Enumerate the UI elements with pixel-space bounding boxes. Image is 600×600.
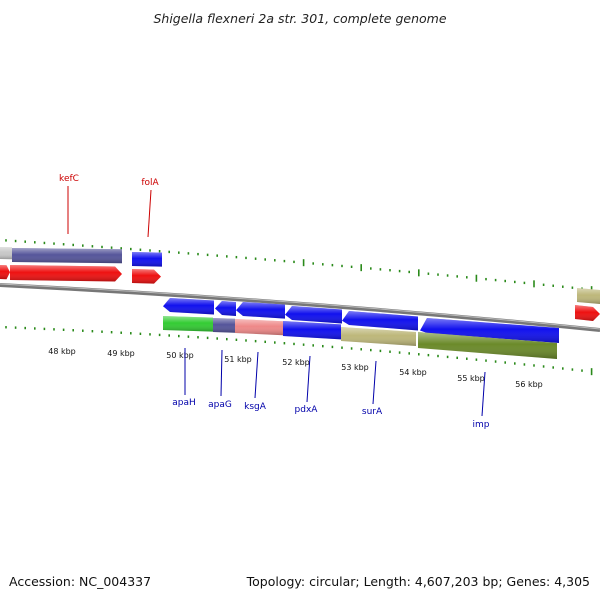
reverse-gene-pdxa-arrow-shading [285, 306, 342, 324]
reverse-cog-pdxa-shading [283, 321, 341, 340]
scale-label-54-kbp: 54 kbp [399, 368, 427, 377]
forward-gene-kefc-cog-shading [12, 248, 122, 264]
accession-text: Accession: NC_004337 [9, 574, 151, 589]
reverse-gene-ksga-arrow-shading [236, 302, 285, 319]
gene-label-pdxa[interactable]: pdxA [295, 405, 319, 415]
reverse-cog-imp-shading [418, 332, 557, 359]
reverse-cog-ksga-shading [235, 319, 283, 336]
gene-labels: kefC folA apaH apaG ksgA pdxA surA imp [59, 174, 490, 430]
scale-label-48-kbp: 48 kbp [48, 347, 76, 356]
scale-label-50-kbp: 50 kbp [166, 351, 194, 360]
genome-backbone-highlight [0, 283, 600, 330]
inner-tick-ring [5, 326, 593, 376]
feature-track [0, 247, 600, 359]
gene-label-ksga[interactable]: ksgA [244, 402, 267, 412]
forward-gene-right-khaki-shading [577, 288, 600, 304]
genome-backbone [0, 283, 600, 332]
reverse-gene-apah-arrow-shading [163, 298, 214, 315]
reverse-cog-apah-shading [163, 316, 213, 332]
reverse-gene-sura-arrow-shading [342, 311, 418, 331]
gene-leader-pdxa [306, 355, 311, 403]
forward-gene-right-red-shading [575, 305, 600, 321]
reverse-cog-sura-shading [341, 327, 416, 346]
gene-label-sura[interactable]: surA [362, 407, 383, 417]
forward-gene-kefc-shading [10, 265, 122, 282]
gene-leader-imp [481, 371, 486, 417]
gene-leader-sura [372, 360, 377, 405]
gene-label-apag[interactable]: apaG [208, 400, 232, 410]
gene-leader-apag [220, 349, 223, 397]
forward-gene-grey-shading [0, 247, 12, 260]
reverse-gene-imp-arrow-shading [420, 318, 559, 343]
scale-label-56-kbp: 56 kbp [515, 380, 543, 389]
gene-label-kefc[interactable]: kefC [59, 174, 79, 184]
outer-tick-ring [5, 239, 593, 294]
gene-label-fola[interactable]: folA [141, 178, 159, 188]
map-title: Shigella flexneri 2a str. 301, complete … [153, 11, 446, 26]
genome-summary-text: Topology: circular; Length: 4,607,203 bp… [246, 574, 590, 589]
scale-label-52-kbp: 52 kbp [282, 358, 310, 367]
scale-label-51-kbp: 51 kbp [224, 355, 252, 364]
scale-label-55-kbp: 55 kbp [457, 374, 485, 383]
gene-label-imp[interactable]: imp [473, 420, 490, 430]
forward-gene-red-left-shading [0, 265, 10, 280]
scale-label-49-kbp: 49 kbp [107, 349, 135, 358]
forward-gene-fola-shading [132, 269, 161, 284]
forward-gene-fola-cog-shading [132, 252, 162, 267]
reverse-cog-apag-shading [213, 318, 235, 333]
gene-label-apah[interactable]: apaH [172, 398, 196, 408]
scale-labels: 48 kbp 49 kbp 50 kbp 51 kbp 52 kbp 53 kbp 54 k… [48, 347, 543, 389]
gene-leader-fola [147, 189, 152, 238]
gene-leader-ksga [254, 351, 259, 399]
reverse-gene-apag-arrow-shading [215, 301, 236, 316]
scale-label-53-kbp: 53 kbp [341, 363, 369, 372]
